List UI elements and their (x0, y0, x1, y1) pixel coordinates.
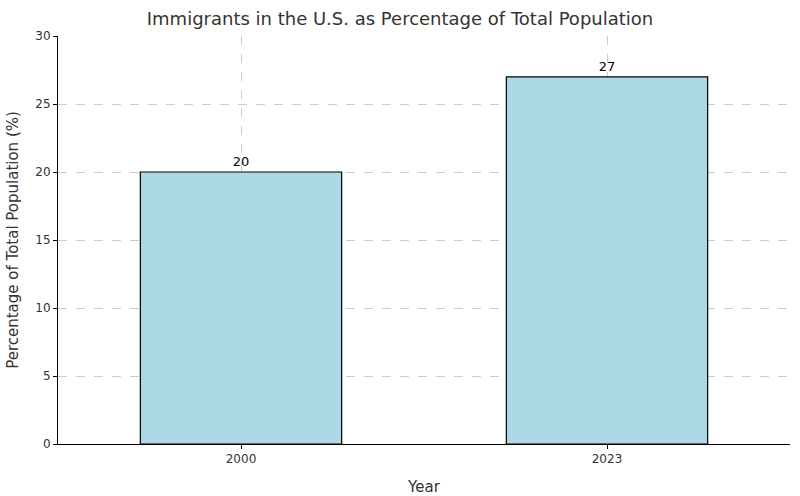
svg-text:Year: Year (407, 478, 441, 496)
svg-text:Immigrants in the U.S. as Perc: Immigrants in the U.S. as Percentage of … (147, 8, 653, 29)
svg-text:2023: 2023 (592, 452, 623, 466)
svg-text:2000: 2000 (226, 452, 257, 466)
svg-text:5: 5 (43, 369, 51, 383)
svg-text:20: 20 (233, 154, 250, 169)
svg-text:27: 27 (599, 59, 616, 74)
svg-text:20: 20 (35, 165, 50, 179)
svg-text:25: 25 (35, 97, 50, 111)
svg-text:30: 30 (35, 29, 50, 43)
svg-text:0: 0 (43, 437, 51, 451)
svg-text:10: 10 (35, 301, 50, 315)
svg-text:15: 15 (35, 233, 50, 247)
svg-text:Percentage of Total Population: Percentage of Total Population (%) (4, 111, 22, 369)
